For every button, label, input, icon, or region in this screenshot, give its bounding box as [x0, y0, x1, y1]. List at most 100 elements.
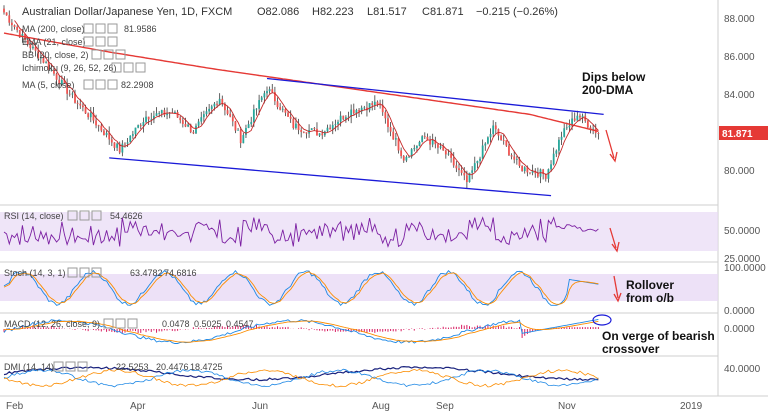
ma5-legend[interactable]: MA (5, close) [22, 80, 75, 90]
candle-body [426, 136, 429, 140]
bb-legend-buttons[interactable] [91, 49, 126, 60]
rsi-tick-25: 25.0000 [724, 254, 761, 265]
candle-body [368, 103, 371, 111]
candle-body [137, 125, 140, 128]
candle-body [153, 115, 155, 120]
ohlc-change: −0.215 (−0.26%) [476, 6, 558, 18]
price-tick-84: 84.000 [724, 90, 755, 101]
rsi-band [0, 212, 718, 251]
candle-body [555, 150, 558, 154]
candle-body [3, 8, 5, 13]
macd-crossover-circle [592, 314, 612, 326]
candle-body [258, 100, 261, 109]
candle-body [487, 137, 489, 144]
annotation-crossover: crossover [602, 342, 660, 356]
candle-body [523, 167, 526, 172]
candle-body [184, 123, 187, 127]
symbol-title: Australian Dollar/Japanese Yen, 1D, FXCM [22, 6, 232, 18]
candle-body [124, 143, 126, 145]
macd-value: 0.5025 [194, 319, 222, 329]
ema-legend[interactable]: EMA (21, close) [22, 37, 86, 47]
candle-body [118, 143, 121, 153]
candle-body [103, 130, 105, 136]
candle-body [352, 109, 355, 114]
candle-body [302, 131, 305, 133]
adx-value: 22.5253 [116, 362, 149, 372]
candle-body [21, 33, 24, 38]
stoch-k-line [3, 269, 599, 306]
ohlc-close: C81.871 [422, 6, 464, 18]
candle-body [342, 115, 345, 120]
candle-body [26, 39, 29, 45]
candle-body [197, 121, 200, 126]
ma5-legend-buttons[interactable] [83, 79, 118, 90]
candle-body [216, 103, 218, 105]
rsi-value: 54.4626 [110, 211, 143, 221]
ma5-line [14, 20, 599, 176]
ichimoku-legend-buttons[interactable] [111, 62, 146, 73]
candle-body [279, 107, 282, 110]
stoch-band [0, 274, 718, 301]
candle-body [108, 132, 111, 140]
stoch-legend-buttons[interactable] [67, 267, 102, 278]
candle-body [250, 122, 253, 125]
annotation-200dma: 200-DMA [582, 83, 634, 97]
candle-body [87, 113, 90, 118]
candle-body [373, 101, 376, 105]
price-tick-80: 80.000 [724, 166, 755, 177]
candle-body [565, 127, 568, 129]
candle-body [255, 108, 258, 110]
candle-body [95, 120, 97, 126]
candle-body [515, 159, 518, 160]
candle-body [421, 136, 424, 142]
candle-body [513, 156, 516, 160]
ema-legend-buttons[interactable] [83, 36, 118, 47]
candle-body [592, 128, 595, 130]
candle-body [84, 107, 87, 114]
macd-tick-0: 0.0000 [724, 324, 755, 335]
candle-body [392, 131, 395, 140]
dmi-axis: 40.0000 [724, 364, 761, 375]
rsi-legend-buttons[interactable] [67, 210, 102, 221]
candle-body [8, 15, 11, 23]
candle-body [208, 108, 211, 112]
candle-body [394, 138, 397, 140]
candle-body [531, 170, 534, 173]
candle-body [371, 103, 374, 105]
candle-body [100, 125, 103, 131]
dmi-legend[interactable]: DMI (14, 14) [4, 362, 54, 372]
rsi-down-arrowhead [611, 241, 620, 253]
macd-legend-buttons[interactable] [103, 318, 138, 329]
candle-body [431, 140, 434, 145]
candle-body [29, 44, 32, 49]
candle-body [260, 97, 263, 101]
stoch-legend[interactable]: Stoch (14, 3, 1) [4, 268, 66, 278]
macd-legend[interactable]: MACD (12, 26, close, 9) [4, 319, 100, 329]
rsi-legend[interactable]: RSI (14, close) [4, 211, 64, 221]
candle-body [221, 98, 224, 104]
bb-legend[interactable]: BB (20, close, 2) [22, 50, 89, 60]
candle-body [113, 142, 116, 148]
candle-body [187, 124, 189, 127]
candle-body [295, 123, 297, 129]
candle-body [39, 57, 42, 59]
candle-body [473, 163, 476, 171]
candle-body [429, 139, 431, 145]
ichimoku-legend[interactable]: Ichimoku (9, 26, 52, 26) [22, 63, 117, 73]
dmi-legend-buttons[interactable] [53, 361, 88, 372]
price-axis[interactable]: 88.000 86.000 84.000 80.000 81.871 [719, 14, 768, 177]
ma200-legend-buttons[interactable] [83, 23, 118, 34]
price-down-arrowhead [609, 151, 618, 163]
ma200-legend[interactable]: MA (200, close) [22, 24, 85, 34]
candle-body [589, 127, 592, 130]
macd-signal-line [3, 320, 599, 343]
candle-body [60, 80, 63, 85]
di-plus-line [3, 368, 599, 388]
adx-line [3, 365, 599, 382]
candle-body [434, 140, 437, 145]
candle-body [376, 101, 379, 105]
candle-body [586, 120, 589, 128]
macd-line [3, 318, 599, 344]
time-axis[interactable]: Feb Apr Jun Aug Sep Nov 2019 [6, 401, 703, 412]
